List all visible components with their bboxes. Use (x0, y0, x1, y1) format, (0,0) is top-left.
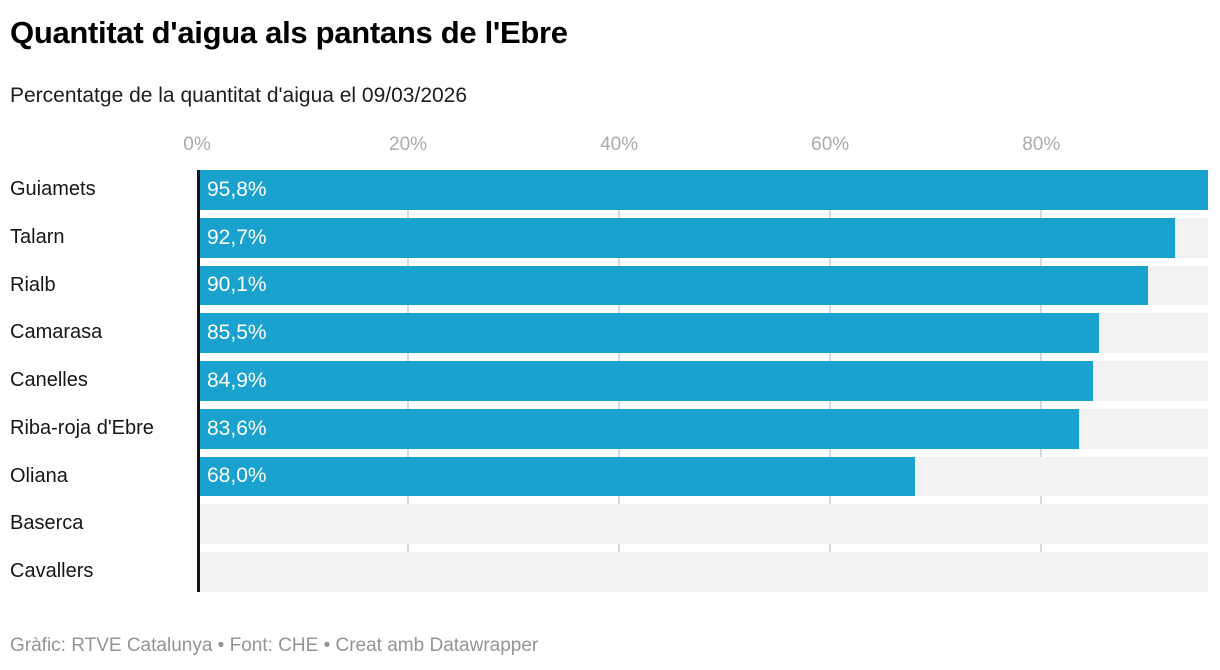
x-axis-tick-labels: 0% 20% 40% 60% 80% (183, 133, 1208, 157)
category-label: Talarn (10, 225, 65, 248)
bar-row-cavallers: Cavallers (10, 552, 1208, 592)
chart-title: Quantitat d'aigua als pantans de l'Ebre (10, 15, 568, 50)
x-tick-label-40: 40% (600, 134, 639, 155)
x-tick-label-80: 80% (1022, 134, 1061, 155)
category-label: Rialb (10, 273, 56, 296)
x-tick-label-0: 0% (183, 134, 211, 155)
x-tick-label-20: 20% (389, 134, 428, 155)
bar-value-label: 68,0% (207, 464, 267, 488)
bar-row-oliana: Oliana 68,0% (10, 456, 1208, 497)
bar: 85,5% (197, 313, 1100, 354)
bar: 92,7% (197, 217, 1176, 258)
bar-row-riba-roja: Riba-roja d'Ebre 83,6% (10, 408, 1208, 449)
bar-row-rialb: Rialb 90,1% (10, 265, 1208, 306)
bar-value-label: 83,6% (207, 416, 267, 440)
bar: 90,1% (197, 265, 1148, 306)
bar: 95,8% (197, 170, 1208, 210)
y-axis-line (197, 170, 200, 592)
bar-value-label: 95,8% (207, 177, 267, 201)
plot-area: Guiamets 95,8% Talarn 92,7% Rialb 90,1% … (10, 170, 1208, 592)
category-label: Riba-roja d'Ebre (10, 416, 154, 439)
x-tick-label-60: 60% (811, 134, 850, 155)
bar: 68,0% (197, 456, 915, 497)
bar-value-label: 85,5% (207, 321, 267, 345)
bar: 83,6% (197, 408, 1080, 449)
category-label: Guiamets (10, 178, 96, 200)
category-label: Camarasa (10, 321, 103, 344)
bar-value-label: 92,7% (207, 225, 267, 249)
bar-row-talarn: Talarn 92,7% (10, 217, 1208, 258)
bar-rows: Guiamets 95,8% Talarn 92,7% Rialb 90,1% … (10, 170, 1208, 592)
bar-row-canelles: Canelles 84,9% (10, 361, 1208, 401)
category-label: Baserca (10, 512, 84, 535)
bar-row-baserca: Baserca (10, 504, 1208, 545)
bar-value-label: 84,9% (207, 368, 267, 392)
category-label: Canelles (10, 369, 88, 392)
bar: 84,9% (197, 361, 1093, 401)
chart-subtitle: Percentatge de la quantitat d'aigua el 0… (10, 84, 468, 107)
category-label: Cavallers (10, 560, 94, 583)
attribution-footer: Gràfic: RTVE Catalunya • Font: CHE • Cre… (10, 635, 539, 656)
bar-row-guiamets: Guiamets 95,8% (10, 170, 1208, 210)
category-label: Oliana (10, 464, 68, 487)
bar-value-label: 90,1% (207, 273, 267, 297)
bar-row-camarasa: Camarasa 85,5% (10, 313, 1208, 354)
